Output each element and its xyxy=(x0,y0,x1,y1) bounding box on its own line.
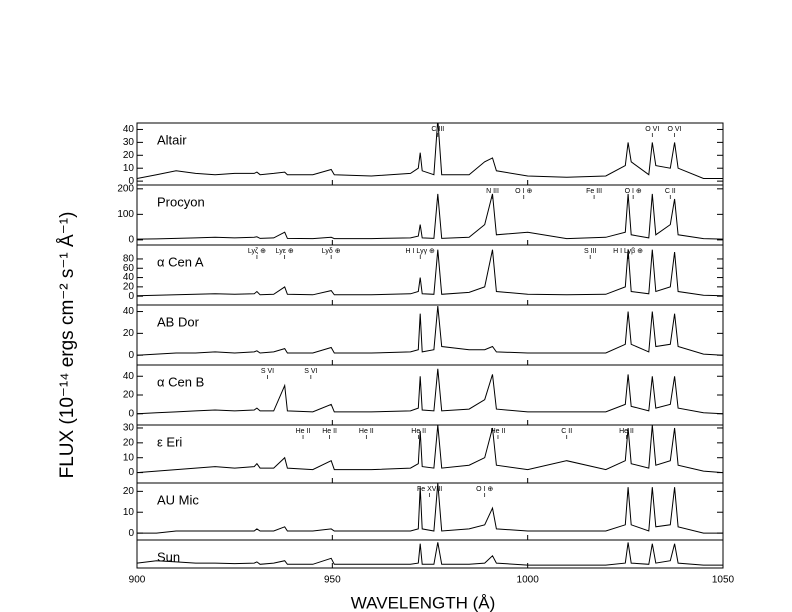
y-axis-label: FLUX (10⁻¹⁴ ergs cm⁻² s⁻¹ Å⁻¹) xyxy=(57,212,78,479)
panel-frame xyxy=(136,539,724,569)
y-tick-label: 20 xyxy=(123,328,135,339)
panel-frame xyxy=(136,364,724,426)
line-annotation: He II xyxy=(322,428,337,435)
star-name: Procyon xyxy=(157,194,205,209)
line-annotation: C II xyxy=(561,428,572,435)
star-name: α Cen A xyxy=(157,254,204,269)
x-tick-label: 1050 xyxy=(712,575,735,586)
y-tick-label: 10 xyxy=(123,163,135,174)
line-annotation: Fe III xyxy=(586,188,602,195)
spectrum-line xyxy=(137,483,723,534)
y-tick-label: 0 xyxy=(128,176,134,187)
y-tick-label: 0 xyxy=(128,408,134,419)
y-tick-label: 60 xyxy=(123,263,135,274)
y-tick-label: 0 xyxy=(128,528,134,539)
line-annotation: He II xyxy=(619,428,634,435)
y-tick-label: 40 xyxy=(123,272,135,283)
line-annotation: O VI xyxy=(645,126,659,133)
x-tick-label: 950 xyxy=(324,575,341,586)
line-annotation: He II xyxy=(491,428,506,435)
y-tick-label: 20 xyxy=(123,150,135,161)
star-name: AU Mic xyxy=(157,492,199,507)
panel-frame xyxy=(136,304,724,366)
y-tick-label: 0 xyxy=(128,467,134,478)
line-annotation: He II xyxy=(411,428,426,435)
panel-frame xyxy=(136,424,724,484)
y-tick-label: 100 xyxy=(117,209,134,220)
line-annotation: C III xyxy=(431,126,444,133)
line-annotation: C II xyxy=(665,188,676,195)
spectrum-line xyxy=(137,542,723,566)
y-tick-label: 30 xyxy=(123,137,135,148)
y-tick-label: 10 xyxy=(123,507,135,518)
y-tick-label: 0 xyxy=(128,291,134,302)
panel-frame xyxy=(136,122,724,186)
line-annotation: O I ⊕ xyxy=(515,188,532,195)
spectrum-line xyxy=(137,368,723,415)
y-tick-label: 0 xyxy=(128,235,134,246)
star-name: Altair xyxy=(157,132,187,147)
x-axis-label: WAVELENGTH (Å) xyxy=(351,593,496,612)
y-tick-label: 40 xyxy=(123,124,135,135)
star-name: ε Eri xyxy=(157,434,182,449)
line-annotation: O I ⊕ xyxy=(476,486,493,493)
star-name: Sun xyxy=(157,549,180,564)
spectrum-line xyxy=(137,425,723,474)
line-annotation: H I Lyβ ⊕ xyxy=(613,248,643,255)
line-annotation: Fe XVIII xyxy=(417,486,442,493)
x-tick-label: 1000 xyxy=(517,575,540,586)
y-tick-label: 20 xyxy=(123,390,135,401)
spectrum-line xyxy=(137,123,723,179)
y-tick-label: 0 xyxy=(128,350,134,361)
y-tick-label: 10 xyxy=(123,452,135,463)
y-tick-label: 20 xyxy=(123,437,135,448)
line-annotation: O I ⊕ xyxy=(625,188,642,195)
x-tick-label: 900 xyxy=(129,575,146,586)
y-tick-label: 20 xyxy=(123,486,135,497)
line-annotation: Lyε ⊕ xyxy=(276,248,294,255)
y-tick-label: 200 xyxy=(117,183,134,194)
star-name: α Cen B xyxy=(157,374,204,389)
line-annotation: Lyδ ⊕ xyxy=(322,248,341,255)
y-tick-label: 40 xyxy=(123,306,135,317)
line-annotation: He II xyxy=(359,428,374,435)
y-tick-label: 40 xyxy=(123,371,135,382)
line-annotation: N III xyxy=(486,188,499,195)
line-annotation: He II xyxy=(296,428,311,435)
line-annotation: Lyζ ⊕ xyxy=(248,248,266,255)
line-annotation: H I Lyγ ⊕ xyxy=(406,248,435,255)
star-name: AB Dor xyxy=(157,314,200,329)
spectrum-line xyxy=(137,306,723,356)
y-tick-label: 20 xyxy=(123,282,135,293)
spectrum-line xyxy=(137,249,723,297)
spectrum-line xyxy=(137,193,723,240)
line-annotation: O VI xyxy=(668,126,682,133)
line-annotation: S III xyxy=(584,248,597,255)
y-tick-label: 80 xyxy=(123,254,135,265)
y-tick-label: 30 xyxy=(123,423,135,434)
line-annotation: S VI xyxy=(304,368,317,375)
line-annotation: S VI xyxy=(261,368,274,375)
